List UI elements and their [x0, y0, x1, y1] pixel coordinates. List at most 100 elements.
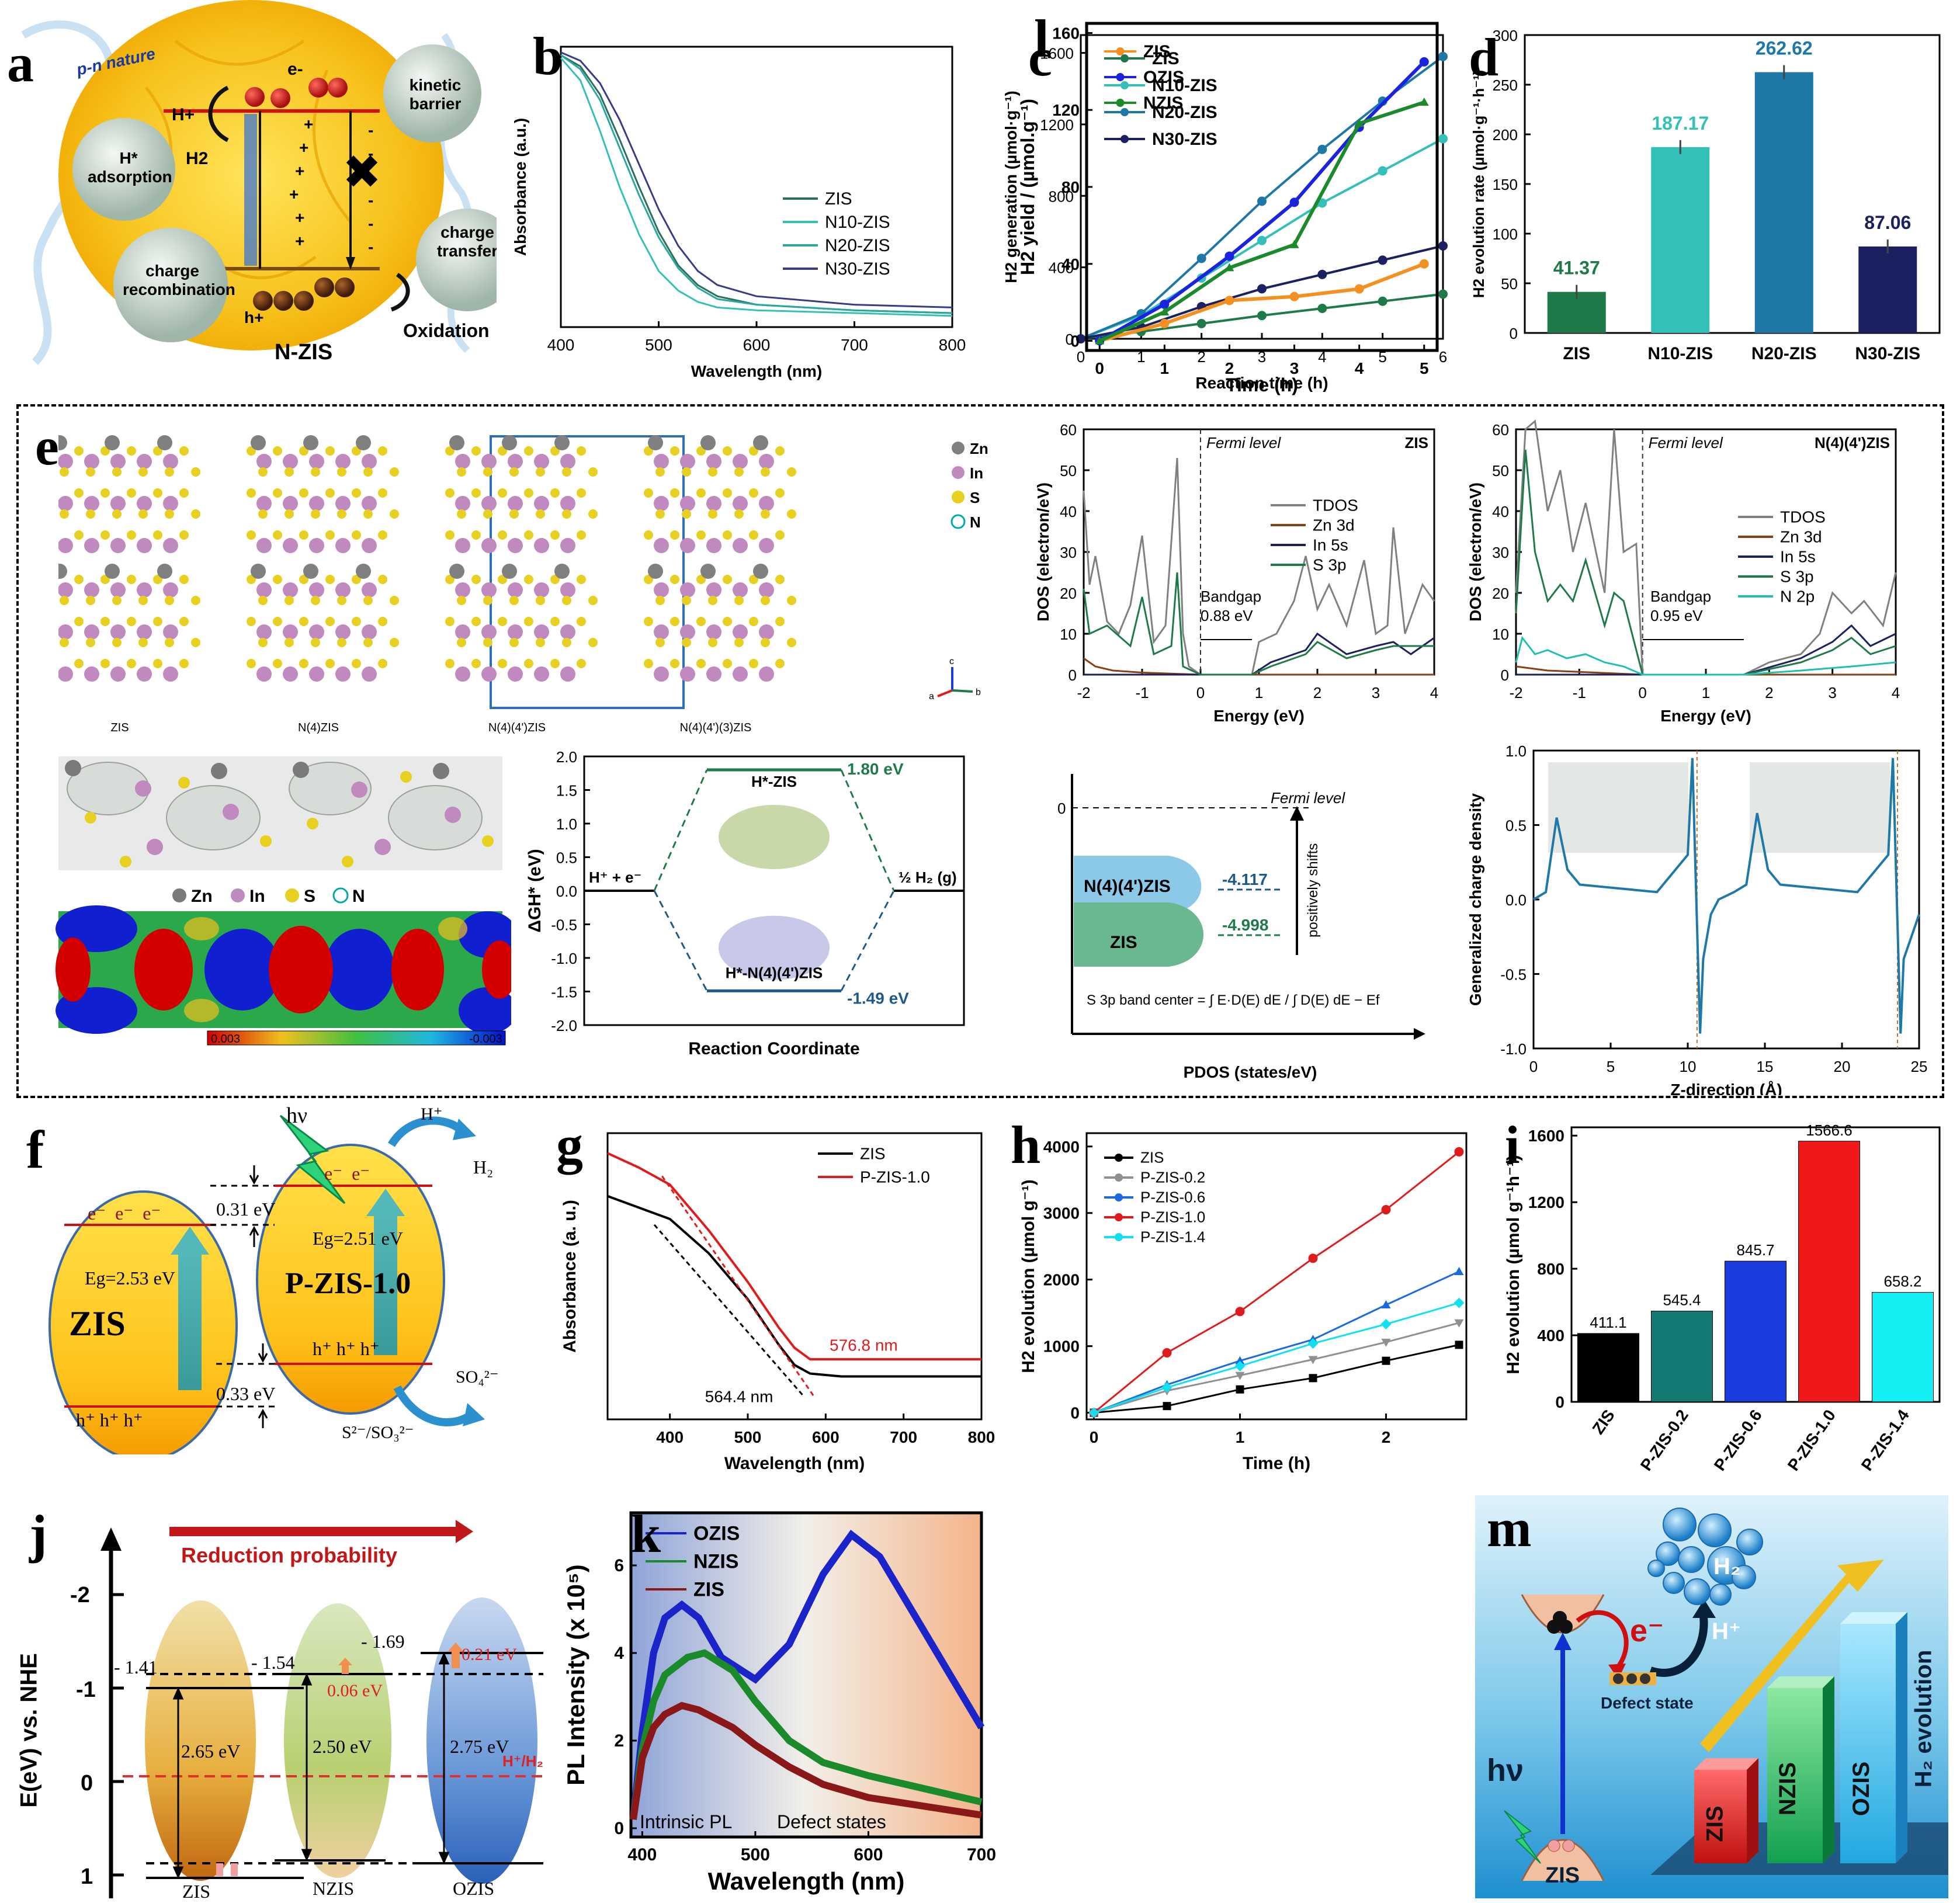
y-tick-label: -2.0 [551, 1017, 577, 1034]
x-category-label: P-ZIS-1.0 [1784, 1407, 1839, 1474]
s-atom [644, 659, 653, 668]
data-point [1163, 1402, 1171, 1411]
y-tick-label: 1.0 [556, 815, 577, 833]
axis-label: c [949, 657, 954, 666]
bar [1754, 72, 1813, 334]
cb-nzis: - 1.54 [251, 1652, 295, 1673]
legend-n: N [352, 887, 365, 906]
x-tick-label: 5 [1420, 359, 1429, 377]
svg-text:+: + [304, 115, 313, 133]
panel-letter: k [631, 1504, 661, 1564]
in-atom [110, 582, 126, 598]
shade [1548, 762, 1688, 853]
in-atom [455, 582, 470, 598]
y-axis-label: Absorbance (a. u.) [560, 1200, 580, 1353]
panel-l: l 0 1 2 3 4 5 0 40 80 120 160 Time (h) H2 yield / (µ… [1005, 0, 1472, 408]
zn-atom [554, 435, 570, 450]
in-atom [163, 624, 178, 640]
s-atom [457, 596, 466, 605]
s-atom [191, 596, 200, 605]
panel-c: c 0 1 2 3 4 5 6 0 400 800 1200 1600 Reaction time (h… [981, 0, 1461, 403]
j-ytick: -1 [76, 1678, 96, 1702]
s-atom [696, 488, 706, 498]
gap-ozis: 2.75 eV [450, 1736, 509, 1757]
panel-e-charge-density: 0 5 10 15 20 25 1.0 0.5 0.0 -0.5 -1.0 Z-direction (… [1458, 739, 1937, 1095]
y-tick-label: 0 [1069, 666, 1077, 684]
panel-e-charge-map: Zn In S N 0.003 -0.003 [55, 753, 511, 1081]
region-label: Defect states [777, 1811, 886, 1832]
in-atom [759, 582, 774, 598]
axis-a [937, 689, 953, 697]
s-atom [509, 638, 519, 647]
y-tick-label: 2.0 [556, 748, 577, 766]
svg-text:+: + [295, 232, 304, 250]
x-category-label: ZIS [1563, 344, 1590, 363]
s-atom [708, 596, 717, 605]
in-atom [256, 538, 272, 553]
s-atom [390, 596, 399, 605]
pl-curve [629, 1529, 985, 1820]
panel-e-dos-zis: -2 -1 0 1 2 3 4 0 10 20 30 40 50 60 Energy (eV) DOS (el… [1025, 412, 1452, 739]
legend-marker [1116, 99, 1125, 107]
s-atom [258, 596, 268, 605]
x-category-label: N10-ZIS [1647, 344, 1713, 363]
in-atom [110, 538, 126, 553]
data-point [1162, 1348, 1172, 1358]
panel-letter: l [1034, 9, 1049, 68]
electron-label: e- [287, 60, 303, 79]
zn-atom [58, 435, 67, 450]
zn-atom [502, 435, 517, 450]
y-tick-label: 40 [1060, 503, 1077, 520]
s-atom [247, 659, 256, 668]
s-atom [390, 467, 399, 477]
holes-zis: h⁺ h⁺ h⁺ [76, 1409, 143, 1430]
center-value: -4.117 [1222, 870, 1268, 888]
s-atom [761, 509, 770, 519]
colorbar-min: -0.003 [469, 1033, 502, 1046]
h2-yield-line [1098, 100, 1425, 343]
s-atom [138, 596, 148, 605]
s-atom [247, 617, 256, 626]
chart-charge-density: 0 5 10 15 20 25 1.0 0.5 0.0 -0.5 -1.0 Z-direction (… [1466, 742, 1927, 1095]
in-atom [309, 454, 324, 469]
s-atom [363, 596, 373, 605]
s-atom [682, 509, 691, 519]
s-atom [775, 488, 785, 498]
s-atom [749, 659, 758, 668]
s-atom [655, 509, 665, 519]
panel-a-illustration: ✖ + + + + + + - - - - - - [21, 0, 497, 365]
dos-curve [1515, 665, 1896, 676]
tangent-zis [653, 1224, 805, 1397]
in-atom [256, 582, 272, 598]
x-tick-label: 0 [1077, 348, 1085, 366]
in-atom [58, 582, 73, 598]
panel-letter: m [1487, 1498, 1532, 1558]
zn-atom [157, 435, 172, 450]
s-atom [749, 617, 758, 626]
crystal-structure [247, 435, 399, 682]
legend-label: ZIS [1140, 1149, 1164, 1166]
zn-atom [700, 564, 716, 579]
data-point [1160, 307, 1170, 316]
s-atom [749, 488, 758, 498]
charge-recombination-bubble [113, 228, 228, 342]
s-atom [761, 596, 770, 605]
eminus-label: e⁻ [1630, 1613, 1664, 1648]
hplus-label: H⁺ [1712, 1619, 1741, 1644]
s-atom [550, 617, 560, 626]
s-atom [165, 509, 174, 519]
x-tick-label: 2 [1382, 1428, 1391, 1446]
in-atom [706, 454, 721, 469]
in-atom [759, 496, 774, 511]
data-point [1378, 296, 1387, 306]
in-atom [654, 666, 669, 682]
bandgap-value: 0.95 eV [1650, 607, 1703, 624]
s2-label: S²⁻/SO₃²⁻ [342, 1423, 414, 1442]
y-tick-label: 40 [1061, 255, 1080, 273]
fermi-label: Fermi level [1206, 434, 1281, 452]
s-atom [761, 638, 770, 647]
dos-curve [1083, 572, 1434, 676]
in-atom [680, 496, 695, 511]
state-label: H*-N(4)(4')ZIS [726, 964, 823, 982]
